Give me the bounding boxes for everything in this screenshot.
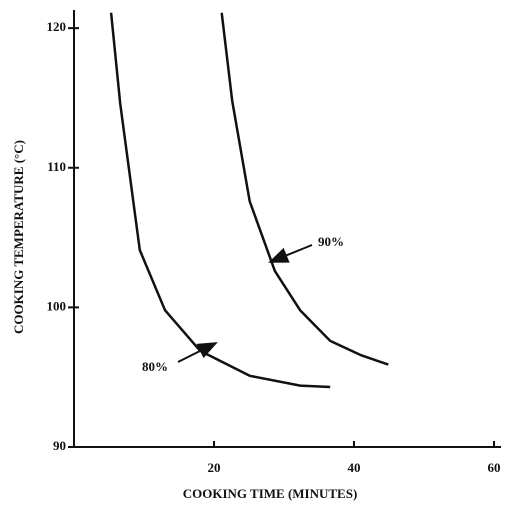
y-tick-label: 110 xyxy=(47,159,66,174)
x-tick-label: 20 xyxy=(208,460,221,475)
x-axis-label: COOKING TIME (MINUTES) xyxy=(183,486,358,501)
x-tick-label: 60 xyxy=(488,460,501,475)
x-tick-label: 40 xyxy=(348,460,361,475)
y-tick-label: 100 xyxy=(47,298,67,313)
series-label: 90% xyxy=(318,234,344,249)
label-arrow xyxy=(177,342,218,363)
curve xyxy=(220,12,389,366)
curve xyxy=(109,12,331,389)
y-tick-label: 90 xyxy=(53,438,66,453)
y-tick-label: 120 xyxy=(47,19,67,34)
series-label: 80% xyxy=(142,359,168,374)
y-axis-label: COOKING TEMPERATURE (°C) xyxy=(11,140,26,334)
label-arrow xyxy=(268,244,313,263)
